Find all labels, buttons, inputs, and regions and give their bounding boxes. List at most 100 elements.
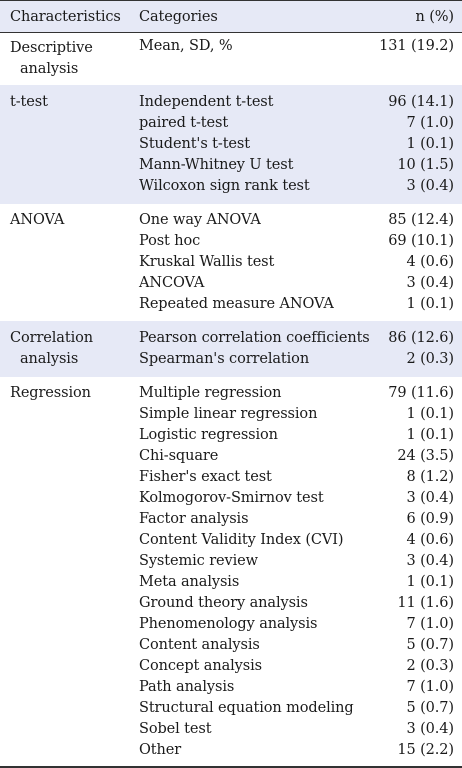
- category-cell: Mean, SD, %: [139, 38, 233, 54]
- table-row: Student's t-test 1 (0.1): [0, 134, 462, 155]
- category-cell: Independent t-test: [139, 94, 274, 110]
- category-cell: Kolmogorov-Smirnov test: [139, 490, 324, 506]
- bottom-rule: [0, 766, 462, 768]
- count-cell: 8 (1.2): [406, 469, 454, 485]
- count-cell: 96 (14.1): [388, 94, 454, 110]
- group-descriptive-analysis: Descriptive analysis Mean, SD, % 131 (19…: [0, 33, 462, 85]
- table-row: Fisher's exact test 8 (1.2): [0, 467, 462, 488]
- table-row: Concept analysis 2 (0.3): [0, 656, 462, 677]
- table-row: Chi-square 24 (3.5): [0, 446, 462, 467]
- table-row: Factor analysis 6 (0.9): [0, 509, 462, 530]
- count-cell: 24 (3.5): [397, 448, 454, 464]
- group-label: ANOVA: [10, 210, 64, 231]
- table-row: Content Validity Index (CVI) 4 (0.6): [0, 530, 462, 551]
- category-cell: Phenomenology analysis: [139, 616, 318, 632]
- count-cell: 3 (0.4): [406, 553, 454, 569]
- category-cell: Sobel test: [139, 721, 212, 737]
- category-cell: Meta analysis: [139, 574, 240, 590]
- category-cell: Chi-square: [139, 448, 219, 464]
- category-cell: Simple linear regression: [139, 406, 318, 422]
- group-t-test: t-test Independent t-test 96 (14.1) pair…: [0, 85, 462, 204]
- count-cell: 4 (0.6): [406, 532, 454, 548]
- group-label: Regression: [10, 383, 91, 404]
- count-cell: 86 (12.6): [388, 330, 454, 346]
- count-cell: 5 (0.7): [406, 700, 454, 716]
- group-label-line2: analysis: [20, 351, 79, 367]
- category-cell: Path analysis: [139, 679, 235, 695]
- header-categories: Categories: [139, 9, 218, 25]
- table-row: Structural equation modeling 5 (0.7): [0, 698, 462, 719]
- table-row: Wilcoxon sign rank test 3 (0.4): [0, 176, 462, 197]
- category-cell: Spearman's correlation: [139, 351, 310, 367]
- table-row: paired t-test 7 (1.0): [0, 113, 462, 134]
- table-row: One way ANOVA 85 (12.4): [0, 210, 462, 231]
- table-row: Repeated measure ANOVA 1 (0.1): [0, 294, 462, 315]
- group-regression: Regression Multiple regression 79 (11.6)…: [0, 377, 462, 765]
- group-label-line2: analysis: [20, 61, 79, 77]
- category-cell: Other: [139, 742, 182, 758]
- table-row: Simple linear regression 1 (0.1): [0, 404, 462, 425]
- count-cell: 11 (1.6): [397, 595, 454, 611]
- category-cell: Pearson correlation coefficients: [139, 330, 370, 346]
- table-row: Path analysis 7 (1.0): [0, 677, 462, 698]
- category-cell: Repeated measure ANOVA: [139, 296, 334, 312]
- group-correlation-analysis: Correlation analysis Pearson correlation…: [0, 321, 462, 377]
- category-cell: Concept analysis: [139, 658, 262, 674]
- category-cell: Kruskal Wallis test: [139, 254, 275, 270]
- table-row: ANCOVA 3 (0.4): [0, 273, 462, 294]
- category-cell: Post hoc: [139, 233, 201, 249]
- count-cell: 3 (0.4): [406, 490, 454, 506]
- category-cell: Fisher's exact test: [139, 469, 272, 485]
- count-cell: 10 (1.5): [397, 157, 454, 173]
- header-n-percent: n (%): [415, 9, 454, 25]
- table-row: Independent t-test 96 (14.1): [0, 92, 462, 113]
- count-cell: 7 (1.0): [406, 679, 454, 695]
- category-cell: Mann-Whitney U test: [139, 157, 294, 173]
- table-row: Ground theory analysis 11 (1.6): [0, 593, 462, 614]
- table-header: Characteristics Categories n (%): [0, 1, 462, 32]
- table-row: Kolmogorov-Smirnov test 3 (0.4): [0, 488, 462, 509]
- group-anova: ANOVA One way ANOVA 85 (12.4) Post hoc 6…: [0, 204, 462, 321]
- group-label: t-test: [10, 92, 48, 113]
- table-row: Spearman's correlation 2 (0.3): [0, 349, 462, 370]
- count-cell: 3 (0.4): [406, 178, 454, 194]
- count-cell: 7 (1.0): [406, 115, 454, 131]
- category-cell: Multiple regression: [139, 385, 282, 401]
- category-cell: One way ANOVA: [139, 212, 261, 228]
- table-row: Mann-Whitney U test 10 (1.5): [0, 155, 462, 176]
- count-cell: 3 (0.4): [406, 721, 454, 737]
- category-cell: Content Validity Index (CVI): [139, 532, 344, 548]
- table-row: Sobel test 3 (0.4): [0, 719, 462, 740]
- category-cell: Content analysis: [139, 637, 260, 653]
- group-label: Correlation analysis: [10, 328, 93, 370]
- count-cell: 69 (10.1): [388, 233, 454, 249]
- header-rule: [0, 32, 462, 33]
- table-row: Mean, SD, % 131 (19.2): [0, 36, 462, 57]
- table-row: Logistic regression 1 (0.1): [0, 425, 462, 446]
- table-row: Content analysis 5 (0.7): [0, 635, 462, 656]
- group-label-line1: Descriptive: [10, 40, 93, 56]
- count-cell: 1 (0.1): [406, 427, 454, 443]
- table-row: Pearson correlation coefficients 86 (12.…: [0, 328, 462, 349]
- count-cell: 131 (19.2): [379, 38, 454, 54]
- count-cell: 2 (0.3): [406, 658, 454, 674]
- table-row: Other 15 (2.2): [0, 740, 462, 761]
- table-row: Multiple regression 79 (11.6): [0, 383, 462, 404]
- count-cell: 3 (0.4): [406, 275, 454, 291]
- count-cell: 85 (12.4): [388, 212, 454, 228]
- count-cell: 1 (0.1): [406, 406, 454, 422]
- group-label-line1: t-test: [10, 94, 48, 110]
- group-label: Descriptive analysis: [10, 38, 93, 80]
- header-characteristics: Characteristics: [10, 9, 121, 25]
- top-rule: [0, 0, 462, 1]
- category-cell: Student's t-test: [139, 136, 250, 152]
- table-row: Post hoc 69 (10.1): [0, 231, 462, 252]
- category-cell: Systemic review: [139, 553, 258, 569]
- count-cell: 1 (0.1): [406, 574, 454, 590]
- category-cell: Structural equation modeling: [139, 700, 354, 716]
- category-cell: Ground theory analysis: [139, 595, 308, 611]
- count-cell: 79 (11.6): [388, 385, 454, 401]
- count-cell: 1 (0.1): [406, 136, 454, 152]
- group-label-line1: Regression: [10, 385, 91, 401]
